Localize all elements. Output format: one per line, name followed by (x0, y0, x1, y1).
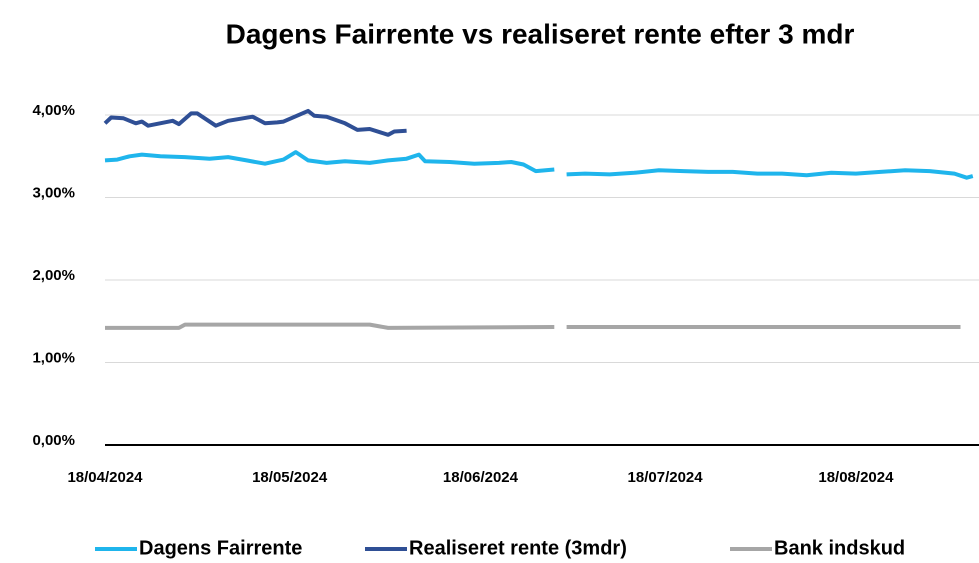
x-tick-label: 18/07/2024 (628, 469, 704, 486)
y-tick-label: 1,00% (32, 349, 75, 366)
y-tick-label: 0,00% (32, 432, 75, 449)
series-line (104, 150, 555, 174)
legend-label: Bank indskud (774, 537, 905, 559)
chart-title: Dagens Fairrente vs realiseret rente eft… (226, 18, 855, 49)
legend-label: Dagens Fairrente (139, 537, 302, 559)
series-line (566, 168, 974, 180)
y-tick-label: 2,00% (32, 267, 75, 284)
x-tick-label: 18/05/2024 (252, 469, 328, 486)
y-tick-label: 4,00% (32, 102, 75, 119)
x-tick-label: 18/04/2024 (67, 469, 143, 486)
legend-label: Realiseret rente (3mdr) (409, 537, 627, 559)
x-tick-label: 18/08/2024 (818, 469, 894, 486)
y-tick-label: 3,00% (32, 184, 75, 201)
x-tick-label: 18/06/2024 (443, 469, 519, 486)
series-line (105, 322, 555, 330)
series-line (103, 108, 407, 137)
